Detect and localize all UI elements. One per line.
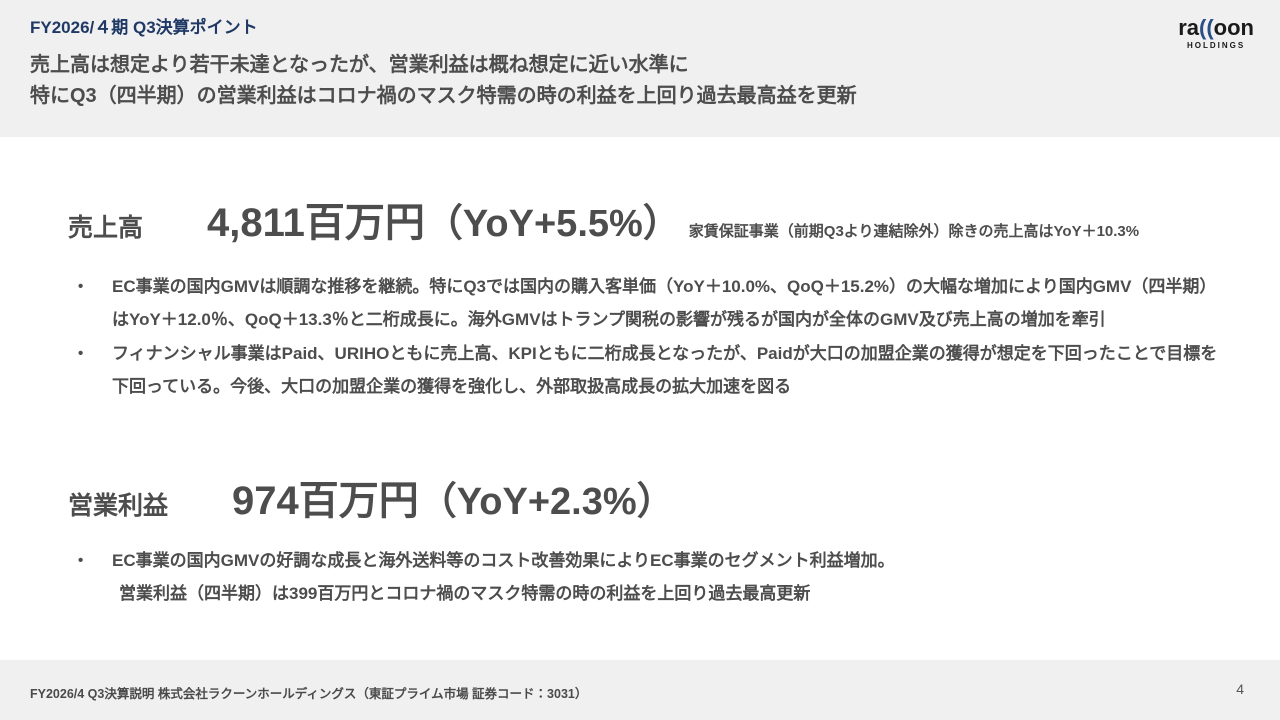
profit-bullet: EC事業の国内GMVの好調な成長と海外送料等のコスト改善効果によりEC事業のセグ…	[112, 544, 1225, 610]
revenue-bullet-2: フィナンシャル事業はPaid、URIHOともに売上高、KPIともに二桁成長となっ…	[112, 344, 1218, 396]
footer-caption: FY2026/4 Q3決算説明 株式会社ラクーンホールディングス（東証プライム市…	[30, 687, 588, 701]
profit-bullet-list: • EC事業の国内GMVの好調な成長と海外送料等のコスト改善効果によりEC事業の…	[68, 544, 1225, 610]
header-subtitle: 売上高は想定より若干未達となったが、営業利益は概ね想定に近い水準に 特にQ3（四…	[30, 50, 857, 112]
revenue-section: 売上高 4,811百万円 （YoY+5.5%） 家賃保証事業（前期Q3より連結除…	[68, 190, 1225, 404]
footer-band: FY2026/4 Q3決算説明 株式会社ラクーンホールディングス（東証プライム市…	[0, 660, 1280, 720]
list-item: • フィナンシャル事業はPaid、URIHOともに売上高、KPIともに二桁成長と…	[78, 337, 1225, 403]
logo-holdings-label: HOLDINGS	[1186, 41, 1246, 50]
logo-parens-icon: ((	[1199, 15, 1214, 40]
list-item: • EC事業の国内GMVの好調な成長と海外送料等のコスト改善効果によりEC事業の…	[78, 544, 1225, 610]
revenue-yoy: （YoY+5.5%）	[424, 203, 681, 245]
logo-text-oon: oon	[1213, 15, 1254, 40]
revenue-bullet-list: • EC事業の国内GMVは順調な推移を継続。特にQ3では国内の購入客単価（YoY…	[68, 270, 1225, 403]
revenue-note: 家賃保証事業（前期Q3より連結除外）除きの売上高はYoY＋10.3%	[688, 223, 1140, 240]
header-subtitle-line1: 売上高は想定より若干未達となったが、営業利益は概ね想定に近い水準に	[30, 54, 689, 76]
profit-value: 974百万円	[232, 479, 419, 523]
revenue-headline: 売上高 4,811百万円 （YoY+5.5%） 家賃保証事業（前期Q3より連結除…	[68, 190, 1225, 248]
profit-yoy: （YoY+2.3%）	[418, 481, 675, 523]
bullet-icon: •	[78, 552, 84, 569]
revenue-value: 4,811百万円	[207, 201, 425, 245]
revenue-label: 売上高	[68, 214, 144, 242]
profit-label: 営業利益	[68, 492, 169, 520]
list-item: • EC事業の国内GMVは順調な推移を継続。特にQ3では国内の購入客単価（YoY…	[78, 270, 1225, 336]
header-subtitle-line2: 特にQ3（四半期）の営業利益はコロナ禍のマスク特需の時の利益を上回り過去最高益を…	[30, 85, 857, 107]
profit-bullet-line1: EC事業の国内GMVの好調な成長と海外送料等のコスト改善効果によりEC事業のセグ…	[112, 551, 895, 570]
revenue-bullet-1: EC事業の国内GMVは順調な推移を継続。特にQ3では国内の購入客単価（YoY＋1…	[112, 277, 1217, 329]
bullet-icon: •	[78, 278, 84, 295]
logo-wordmark: ra((oon	[1178, 16, 1254, 40]
raccoon-holdings-logo: ra((oon HOLDINGS	[1178, 16, 1254, 51]
profit-bullet-line2: 営業利益（四半期）は399百万円とコロナ禍のマスク特需の時の利益を上回り過去最高…	[119, 584, 811, 603]
page-title: FY2026/４期 Q3決算ポイント	[30, 18, 258, 37]
bullet-icon: •	[78, 345, 84, 362]
logo-text-ra: ra	[1178, 15, 1200, 40]
page-number: 4	[1236, 681, 1244, 697]
profit-headline: 営業利益 974百万円 （YoY+2.3%）	[68, 468, 1225, 526]
header-band: FY2026/４期 Q3決算ポイント 売上高は想定より若干未達となったが、営業利…	[0, 0, 1280, 137]
operating-profit-section: 営業利益 974百万円 （YoY+2.3%） • EC事業の国内GMVの好調な成…	[68, 468, 1225, 611]
